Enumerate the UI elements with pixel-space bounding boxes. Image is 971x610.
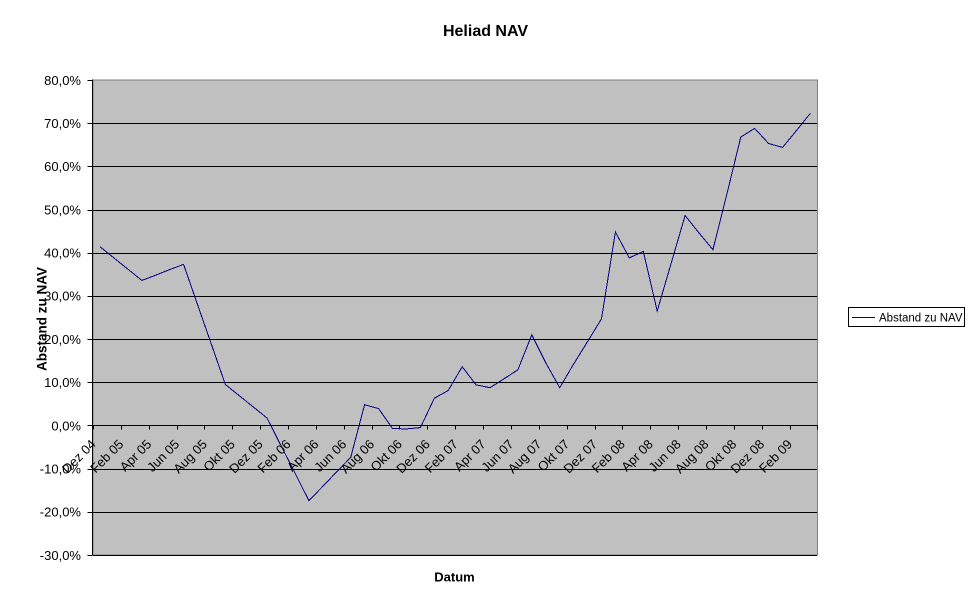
svg-text:Datum: Datum [434,570,474,585]
svg-text:10,0%: 10,0% [44,375,81,390]
svg-text:40,0%: 40,0% [44,246,81,261]
svg-text:-10,0%: -10,0% [40,461,82,476]
svg-text:50,0%: 50,0% [44,202,81,217]
svg-text:20,0%: 20,0% [44,332,81,347]
svg-text:0,0%: 0,0% [51,418,81,433]
svg-text:60,0%: 60,0% [44,159,81,174]
svg-text:80,0%: 80,0% [44,73,81,88]
svg-text:Heliad NAV: Heliad NAV [443,23,528,40]
svg-text:70,0%: 70,0% [44,116,81,131]
svg-text:-30,0%: -30,0% [40,548,82,563]
svg-text:30,0%: 30,0% [44,289,81,304]
svg-text:-20,0%: -20,0% [40,505,82,520]
svg-text:Abstand zu NAV: Abstand zu NAV [879,313,963,325]
svg-text:Abstand zu NAV: Abstand zu NAV [35,267,50,371]
